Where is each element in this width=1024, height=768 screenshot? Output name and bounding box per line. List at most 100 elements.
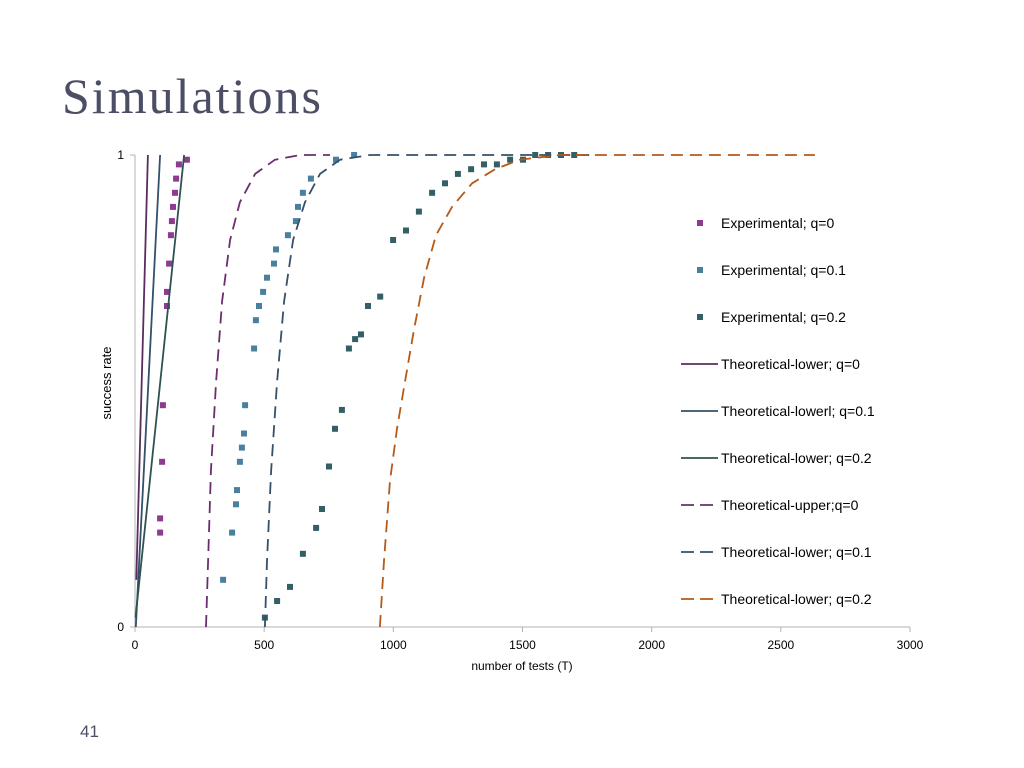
page-number: 41 xyxy=(80,722,99,741)
data-point xyxy=(333,156,339,163)
data-point xyxy=(242,402,249,409)
x-axis-label: number of tests (T) xyxy=(471,659,572,673)
data-point xyxy=(236,458,243,465)
data-point xyxy=(159,458,166,465)
data-point xyxy=(164,303,170,309)
data-point xyxy=(390,237,397,243)
legend-item: Experimental; q=0.1 xyxy=(697,262,846,278)
data-point xyxy=(273,246,279,253)
data-point xyxy=(264,274,270,281)
legend-item: Experimental; q=0.2 xyxy=(697,309,846,325)
data-point xyxy=(442,180,448,187)
data-point xyxy=(233,501,239,508)
data-point xyxy=(454,170,461,177)
x-tick-label: 500 xyxy=(254,638,274,652)
x-tick-label: 1500 xyxy=(509,638,536,652)
data-point xyxy=(271,260,277,267)
series-line xyxy=(135,154,149,580)
data-point xyxy=(319,506,325,512)
data-point xyxy=(170,203,176,210)
data-point xyxy=(415,208,422,215)
y-axis-label: success rate xyxy=(99,347,114,420)
legend-label: Experimental; q=0 xyxy=(721,215,834,231)
data-point xyxy=(173,175,180,182)
data-point xyxy=(175,161,182,168)
data-point xyxy=(507,156,514,163)
data-point xyxy=(234,487,240,494)
data-point xyxy=(377,293,384,300)
legend-label: Experimental; q=0.2 xyxy=(721,309,846,325)
data-point xyxy=(332,425,338,432)
series-6 xyxy=(134,154,185,618)
series-line xyxy=(264,154,590,628)
series-line xyxy=(379,154,815,628)
data-point xyxy=(241,430,247,437)
series-5 xyxy=(134,154,161,628)
series-line xyxy=(205,154,330,628)
data-point xyxy=(168,218,175,225)
data-point xyxy=(429,189,436,196)
data-point xyxy=(571,152,578,158)
legend-label: Experimental; q=0.1 xyxy=(721,262,846,278)
data-point xyxy=(274,598,281,604)
legend: Experimental; q=0 Experimental; q=0.1 Expe… xyxy=(681,215,875,607)
data-point xyxy=(159,402,166,409)
data-point xyxy=(284,232,291,239)
data-point xyxy=(164,288,170,295)
legend-item: Experimental; q=0 xyxy=(697,215,834,231)
data-point xyxy=(493,161,500,168)
data-point xyxy=(481,161,487,168)
data-point xyxy=(167,232,174,239)
x-tick-label: 3000 xyxy=(897,638,924,652)
data-point xyxy=(532,152,539,158)
series-2 xyxy=(220,152,358,583)
legend-label: Theoretical-lowerl; q=0.1 xyxy=(721,403,875,419)
data-point xyxy=(299,189,306,196)
legend-item: Theoretical-lower; q=0.2 xyxy=(681,450,872,466)
data-point xyxy=(183,156,190,163)
data-point xyxy=(157,529,164,536)
y-tick-label: 0 xyxy=(117,620,124,634)
legend-marker xyxy=(697,267,703,273)
slide-title: Simulations xyxy=(62,68,323,124)
data-point xyxy=(256,303,262,309)
data-point xyxy=(365,303,371,309)
data-point xyxy=(252,317,259,324)
data-point xyxy=(403,227,409,234)
data-point xyxy=(338,406,345,413)
data-point xyxy=(251,345,258,352)
data-point xyxy=(468,166,475,173)
data-point xyxy=(307,175,314,182)
data-point xyxy=(229,529,236,536)
legend-label: Theoretical-lower; q=0 xyxy=(721,356,860,372)
legend-item: Theoretical-lower; q=0.1 xyxy=(681,544,872,560)
legend-label: Theoretical-lower; q=0.1 xyxy=(721,544,872,560)
legend-item: Theoretical-lower; q=0.2 xyxy=(681,591,872,607)
plot-area xyxy=(134,152,815,628)
data-point xyxy=(172,189,178,196)
data-point xyxy=(313,524,320,531)
legend-label: Theoretical-lower; q=0.2 xyxy=(721,591,872,607)
data-point xyxy=(352,336,359,343)
data-point xyxy=(287,583,293,590)
series-8 xyxy=(264,154,590,628)
data-point xyxy=(326,463,332,470)
x-tick-label: 2000 xyxy=(638,638,665,652)
series-line xyxy=(134,154,161,628)
data-point xyxy=(299,550,306,557)
legend-item: Theoretical-lowerl; q=0.1 xyxy=(681,403,875,419)
series-3 xyxy=(261,152,578,621)
legend-label: Theoretical-lower; q=0.2 xyxy=(721,450,872,466)
data-point xyxy=(292,218,299,225)
series-line xyxy=(134,154,185,618)
series-9 xyxy=(379,154,815,628)
legend-marker xyxy=(697,220,703,226)
legend-item: Theoretical-upper;q=0 xyxy=(681,497,859,513)
series-4 xyxy=(135,154,149,580)
series-7 xyxy=(205,154,330,628)
x-tick-label: 1000 xyxy=(380,638,407,652)
data-point xyxy=(351,152,358,158)
data-point xyxy=(358,331,364,338)
data-point xyxy=(238,444,245,451)
